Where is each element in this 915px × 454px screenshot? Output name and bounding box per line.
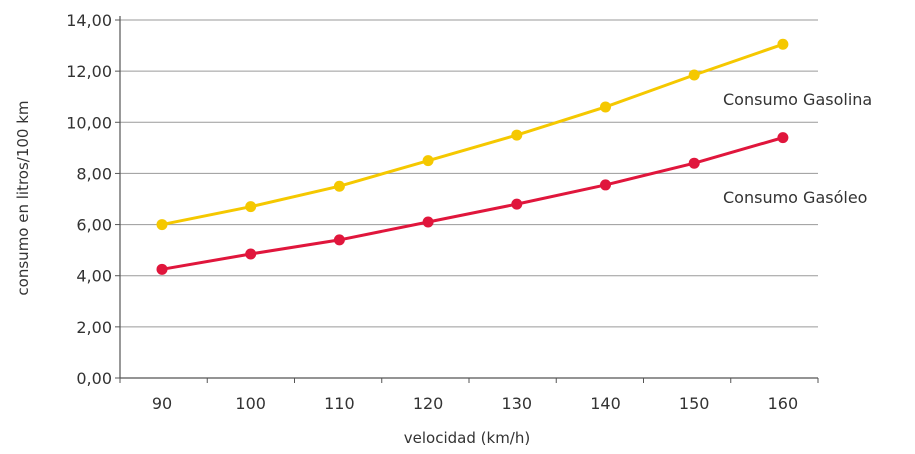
- x-tick-label: 160: [768, 394, 799, 413]
- x-tick-label: 100: [235, 394, 266, 413]
- y-tick-label: 4,00: [76, 267, 112, 286]
- y-tick-label: 8,00: [76, 164, 112, 183]
- data-point: [688, 157, 700, 169]
- data-point: [688, 69, 700, 81]
- gridlines: [120, 19, 818, 328]
- data-point: [422, 155, 434, 167]
- data-point: [777, 38, 789, 50]
- data-point: [333, 180, 345, 192]
- y-tick-label: 14,00: [66, 11, 112, 30]
- x-axis-title: velocidad (km/h): [404, 429, 530, 447]
- x-tick-label: 90: [152, 394, 172, 413]
- axes: [115, 16, 819, 383]
- data-point: [156, 219, 168, 231]
- series-lines: [156, 38, 789, 275]
- data-point: [777, 132, 789, 144]
- y-tick-label: 10,00: [66, 113, 112, 132]
- y-axis-title: consumo en litros/100 km: [14, 100, 32, 295]
- data-point: [333, 234, 345, 246]
- y-tick-label: 6,00: [76, 216, 112, 235]
- x-tick-label: 140: [590, 394, 621, 413]
- x-tick-label: 120: [413, 394, 444, 413]
- labels: 0,00 2,00 4,00 6,00 8,00 10,00 12,00 14,00 90 100…: [66, 11, 872, 413]
- series-label: Consumo Gasolina: [723, 90, 872, 109]
- data-point: [511, 198, 523, 210]
- y-tick-label: 0,00: [76, 369, 112, 388]
- data-point: [245, 201, 257, 213]
- data-point: [156, 263, 168, 275]
- data-point: [245, 248, 257, 260]
- y-tick-label: 12,00: [66, 62, 112, 81]
- data-point: [600, 101, 611, 113]
- data-point: [600, 179, 611, 191]
- series-line-1: [161, 42, 784, 227]
- y-tick-label: 2,00: [76, 318, 112, 337]
- x-tick-label: 110: [324, 394, 355, 413]
- data-point: [511, 129, 523, 141]
- series-label: Consumo Gasóleo: [723, 188, 867, 207]
- x-tick-label: 150: [679, 394, 710, 413]
- series-line-2: [161, 136, 784, 271]
- x-tick-label: 130: [502, 394, 533, 413]
- data-point: [422, 216, 434, 228]
